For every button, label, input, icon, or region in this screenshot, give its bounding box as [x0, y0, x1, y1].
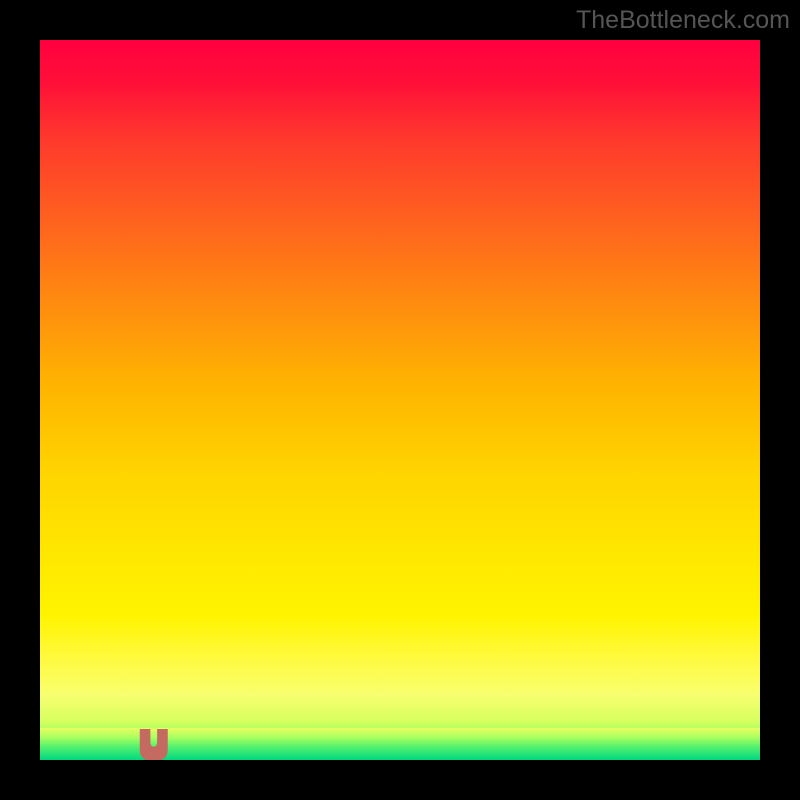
watermark-text: TheBottleneck.com [576, 6, 790, 35]
cusp-marker [40, 40, 760, 760]
plot-area [40, 40, 760, 760]
figure-root: TheBottleneck.com [0, 0, 800, 800]
cusp-shape [140, 729, 168, 760]
